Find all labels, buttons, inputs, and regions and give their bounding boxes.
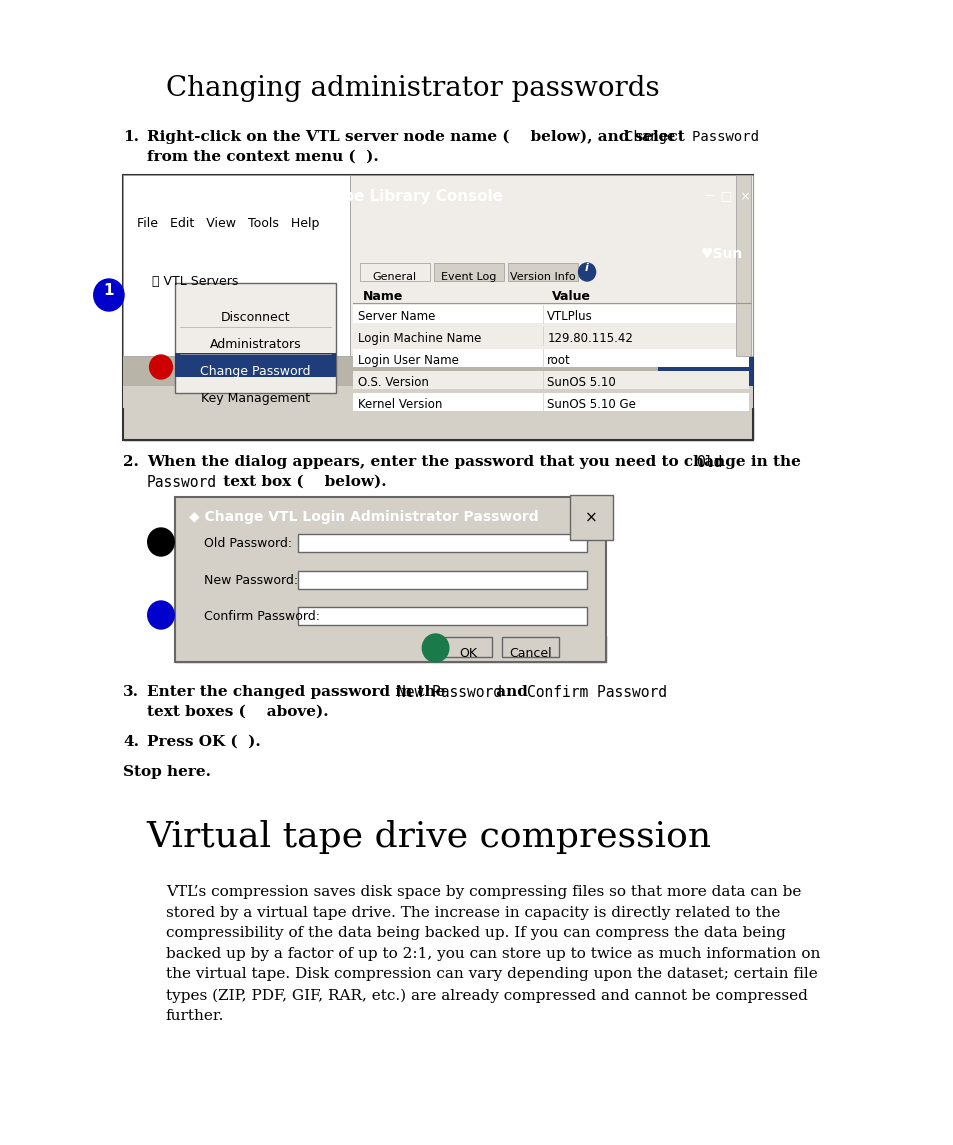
Text: and: and <box>491 685 533 698</box>
Text: VTLPlus: VTLPlus <box>547 310 593 323</box>
Text: Change  Password: Change Password <box>624 131 759 144</box>
FancyBboxPatch shape <box>353 371 748 389</box>
FancyBboxPatch shape <box>123 408 752 440</box>
Text: Old: Old <box>696 455 721 469</box>
Text: Administrators: Administrators <box>210 338 301 352</box>
FancyBboxPatch shape <box>434 263 503 281</box>
FancyBboxPatch shape <box>175 353 335 377</box>
Text: Cancel: Cancel <box>508 647 551 660</box>
FancyBboxPatch shape <box>735 175 750 356</box>
Text: 4.: 4. <box>123 735 139 749</box>
Circle shape <box>578 263 595 281</box>
FancyBboxPatch shape <box>658 356 752 386</box>
Text: SunOS 5.10: SunOS 5.10 <box>547 376 616 389</box>
Text: O.S. Version: O.S. Version <box>357 376 428 389</box>
Text: Disconnect: Disconnect <box>221 311 290 324</box>
Text: Password: Password <box>147 475 216 490</box>
Text: Stop here.: Stop here. <box>123 765 211 779</box>
FancyBboxPatch shape <box>350 175 752 356</box>
Text: New Password: New Password <box>396 685 501 700</box>
FancyBboxPatch shape <box>507 263 577 281</box>
Text: Name: Name <box>362 290 402 303</box>
Text: 2.: 2. <box>123 455 139 469</box>
FancyBboxPatch shape <box>123 386 752 408</box>
Text: General: General <box>373 273 416 282</box>
Text: Change Password: Change Password <box>200 365 311 378</box>
Text: Confirm Password:: Confirm Password: <box>203 610 319 623</box>
Text: ×: × <box>584 510 598 526</box>
Text: ♥Sun: ♥Sun <box>700 247 742 261</box>
FancyBboxPatch shape <box>445 637 492 657</box>
FancyBboxPatch shape <box>123 356 752 386</box>
Text: from the context menu (  ).: from the context menu ( ). <box>147 150 378 164</box>
Text: 📁 VTL Servers: 📁 VTL Servers <box>152 275 237 289</box>
Text: ◆ StorageTek Virtual Tape Library Console: ◆ StorageTek Virtual Tape Library Consol… <box>142 189 502 204</box>
FancyBboxPatch shape <box>359 263 430 281</box>
Circle shape <box>148 601 174 629</box>
Text: text box (    below).: text box ( below). <box>217 475 386 489</box>
Text: ◆ Change VTL Login Administrator Password: ◆ Change VTL Login Administrator Passwor… <box>190 510 538 524</box>
FancyBboxPatch shape <box>175 283 335 393</box>
Text: Login User Name: Login User Name <box>357 354 458 368</box>
Text: text boxes (    above).: text boxes ( above). <box>147 705 328 719</box>
FancyBboxPatch shape <box>298 607 586 625</box>
Text: Enter the changed password in the: Enter the changed password in the <box>147 685 450 698</box>
Text: Kernel Version: Kernel Version <box>357 398 442 411</box>
Text: Login Machine Name: Login Machine Name <box>357 332 481 345</box>
Text: Server Name: Server Name <box>357 310 435 323</box>
FancyBboxPatch shape <box>298 571 586 589</box>
Circle shape <box>150 355 172 379</box>
Text: Old Password:: Old Password: <box>203 537 292 550</box>
FancyBboxPatch shape <box>353 305 748 323</box>
Text: VTL’s compression saves disk space by compressing files so that more data can be: VTL’s compression saves disk space by co… <box>166 885 820 1024</box>
Text: Right-click on the VTL server node name (    below), and select: Right-click on the VTL server node name … <box>147 131 689 144</box>
Text: New Password:: New Password: <box>203 574 297 587</box>
FancyBboxPatch shape <box>123 175 350 356</box>
FancyBboxPatch shape <box>175 497 605 662</box>
Circle shape <box>93 279 124 311</box>
FancyBboxPatch shape <box>501 637 558 657</box>
Text: When the dialog appears, enter the password that you need to change in the: When the dialog appears, enter the passw… <box>147 455 805 469</box>
FancyBboxPatch shape <box>175 635 605 662</box>
FancyBboxPatch shape <box>123 175 752 440</box>
Text: Changing administrator passwords: Changing administrator passwords <box>166 76 659 102</box>
Text: 3.: 3. <box>123 685 139 698</box>
Text: 1: 1 <box>104 283 114 298</box>
Circle shape <box>148 528 174 556</box>
FancyBboxPatch shape <box>353 393 748 411</box>
Text: Event Log: Event Log <box>440 273 496 282</box>
Text: Value: Value <box>552 290 591 303</box>
Text: root: root <box>547 354 571 368</box>
Text: Confirm Password: Confirm Password <box>527 685 667 700</box>
Text: 1.: 1. <box>123 131 139 144</box>
Circle shape <box>422 634 448 662</box>
Text: Virtual tape drive compression: Virtual tape drive compression <box>147 820 711 854</box>
Text: Version Info: Version Info <box>509 273 575 282</box>
Text: OK: OK <box>459 647 477 660</box>
Text: i: i <box>584 263 588 273</box>
FancyBboxPatch shape <box>298 534 586 552</box>
Text: File   Edit   View   Tools   Help: File Edit View Tools Help <box>137 218 319 230</box>
Text: SunOS 5.10 Ge: SunOS 5.10 Ge <box>547 398 636 411</box>
FancyBboxPatch shape <box>353 327 748 345</box>
Text: ─  □  ×: ─ □ × <box>704 189 750 202</box>
Text: 129.80.115.42: 129.80.115.42 <box>547 332 633 345</box>
FancyBboxPatch shape <box>353 349 748 368</box>
Text: Press OK (  ).: Press OK ( ). <box>147 735 260 749</box>
Text: Key Management: Key Management <box>201 392 310 405</box>
